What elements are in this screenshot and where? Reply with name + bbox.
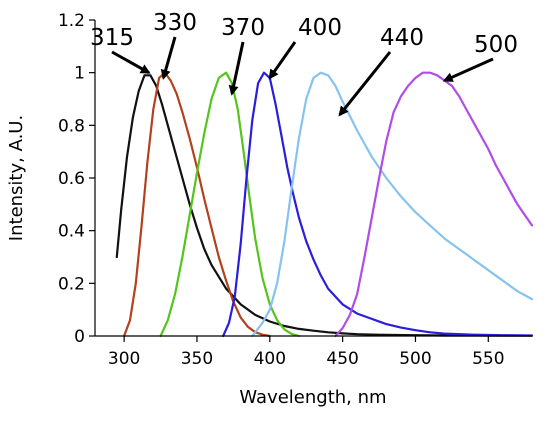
- x-tick-label: 300: [108, 349, 140, 369]
- x-axis-title: Wavelength, nm: [239, 387, 386, 408]
- series-line-6: [334, 71, 534, 338]
- x-tick-label: 400: [254, 349, 286, 369]
- peak-label-500: 500: [474, 32, 518, 58]
- peak-arrow-370: [228, 41, 245, 96]
- y-axis-title: Intensity, A.U.: [6, 115, 27, 241]
- peak-arrow-315: [111, 50, 151, 74]
- peak-arrow-500: [442, 57, 494, 82]
- peak-label-315: 315: [90, 25, 134, 51]
- y-tick-label: 0.4: [58, 222, 85, 242]
- series-line-1: [115, 74, 534, 337]
- y-tick-label: 1: [74, 64, 85, 84]
- x-tick-label: 550: [472, 349, 504, 369]
- y-tick-label: 0.2: [58, 274, 85, 294]
- ticks-layer: 300 350 400 450 500 550 0 0.2 0.4 0.6 0.8 1 1.2: [58, 11, 505, 369]
- x-tick-label: 500: [399, 349, 431, 369]
- series-line-2: [123, 71, 271, 338]
- peak-label-330: 330: [153, 10, 197, 36]
- y-tick-label: 0.8: [58, 116, 85, 136]
- x-tick-label: 450: [326, 349, 358, 369]
- peak-arrow-440: [338, 51, 392, 117]
- series-line-5: [251, 71, 534, 338]
- series-line-4: [222, 71, 534, 338]
- y-tick-label: 1.2: [58, 11, 85, 31]
- axes-layer: [94, 20, 532, 337]
- x-tick-label: 350: [181, 349, 213, 369]
- series-line-3: [159, 71, 300, 338]
- peak-arrow-400: [268, 41, 297, 80]
- y-tick-label: 0.6: [58, 169, 85, 189]
- peak-label-440: 440: [380, 25, 424, 51]
- peak-label-370: 370: [221, 15, 265, 41]
- y-tick-label: 0: [74, 327, 85, 347]
- annotations-layer: 315 330 370 400 440 500: [90, 10, 518, 117]
- series-layer: [115, 71, 534, 338]
- peak-arrow-330: [160, 36, 177, 80]
- peak-label-400: 400: [298, 15, 342, 41]
